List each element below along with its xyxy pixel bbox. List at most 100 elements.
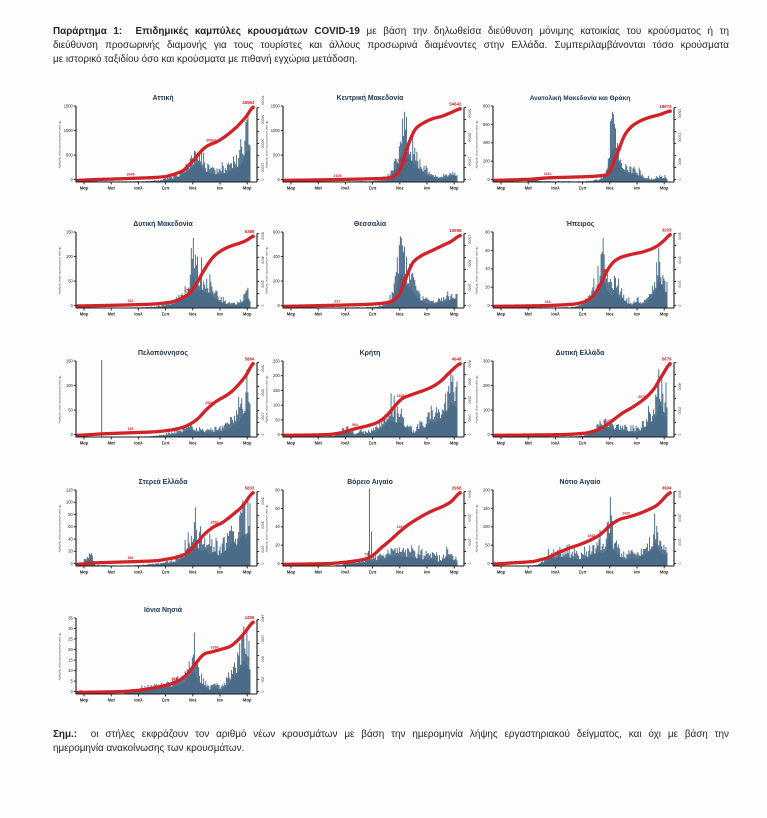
svg-text:Μαρ: Μαρ — [449, 312, 458, 317]
svg-text:0: 0 — [277, 432, 280, 437]
svg-text:600: 600 — [272, 229, 280, 234]
svg-text:1500: 1500 — [270, 103, 280, 108]
svg-text:Μαϊ: Μαϊ — [108, 312, 116, 317]
svg-text:Σεπ: Σεπ — [368, 312, 376, 317]
svg-text:Ιουλ: Ιουλ — [134, 698, 143, 703]
svg-text:20: 20 — [485, 285, 490, 290]
svg-text:Αριθμός νέων κρουσμάτων ανά ημ: Αριθμός νέων κρουσμάτων ανά ημ. — [264, 375, 268, 424]
svg-text:3000: 3000 — [260, 389, 264, 397]
svg-text:Κεντρική Μακεδονία: Κεντρική Μακεδονία — [336, 95, 404, 102]
svg-text:Ιαν: Ιαν — [217, 312, 224, 317]
svg-text:391: 391 — [171, 677, 177, 681]
svg-text:Ιαν: Ιαν — [217, 441, 224, 446]
svg-text:730: 730 — [364, 552, 370, 556]
svg-text:1000: 1000 — [64, 128, 74, 133]
svg-text:3904: 3904 — [661, 485, 671, 490]
svg-text:Αριθμός νέων κρουσμάτων ανά ημ: Αριθμός νέων κρουσμάτων ανά ημ. — [58, 503, 62, 552]
svg-text:Αριθμός νέων κρουσμάτων ανά ημ: Αριθμός νέων κρουσμάτων ανά ημ. — [58, 120, 62, 169]
svg-text:Σεπ: Σεπ — [368, 441, 376, 446]
svg-text:4000: 4000 — [467, 360, 471, 368]
svg-text:3000: 3000 — [467, 378, 471, 386]
svg-text:Μαρ: Μαρ — [80, 186, 89, 191]
svg-text:Νοε: Νοε — [396, 441, 404, 446]
svg-text:40: 40 — [68, 536, 73, 541]
svg-text:1111: 1111 — [543, 172, 550, 176]
svg-text:3000: 3000 — [677, 490, 681, 498]
svg-text:0: 0 — [467, 562, 471, 564]
svg-text:200: 200 — [482, 383, 490, 388]
svg-text:50000: 50000 — [467, 109, 471, 119]
svg-text:3000: 3000 — [677, 232, 681, 240]
svg-text:0: 0 — [677, 434, 681, 436]
svg-text:150: 150 — [482, 505, 490, 510]
svg-text:0: 0 — [260, 562, 264, 564]
svg-text:Ιαν: Ιαν — [424, 312, 431, 317]
svg-text:150: 150 — [66, 358, 74, 363]
svg-text:312: 312 — [128, 299, 134, 303]
svg-text:10000: 10000 — [677, 133, 681, 143]
svg-text:4000: 4000 — [260, 256, 264, 264]
svg-text:Μαϊ: Μαϊ — [314, 186, 322, 191]
svg-text:Ιουλ: Ιουλ — [551, 569, 560, 574]
svg-text:Αριθμός νέων κρουσμάτων ανά ημ: Αριθμός νέων κρουσμάτων ανά ημ. — [58, 375, 62, 424]
svg-text:4948: 4948 — [451, 357, 461, 362]
svg-text:Αριθμός νέων κρουσμάτων ανά ημ: Αριθμός νέων κρουσμάτων ανά ημ. — [474, 503, 478, 552]
svg-text:50: 50 — [68, 279, 73, 284]
svg-text:0: 0 — [467, 179, 471, 181]
svg-text:100: 100 — [66, 383, 74, 388]
svg-text:Μαϊ: Μαϊ — [524, 312, 532, 317]
svg-text:6386: 6386 — [245, 229, 255, 234]
svg-text:Νοε: Νοε — [189, 186, 197, 191]
svg-text:Μαρ: Μαρ — [449, 186, 458, 191]
svg-text:Ιαν: Ιαν — [424, 441, 431, 446]
svg-text:560: 560 — [352, 423, 358, 427]
svg-text:Μαρ: Μαρ — [449, 441, 458, 446]
svg-text:Νοε: Νοε — [396, 186, 404, 191]
svg-text:Μαρ: Μαρ — [80, 569, 89, 574]
svg-text:500: 500 — [272, 153, 280, 158]
svg-text:Μαρ: Μαρ — [659, 441, 668, 446]
svg-text:0: 0 — [260, 691, 264, 693]
svg-text:Ιουλ: Ιουλ — [341, 441, 350, 446]
svg-text:Μαρ: Μαρ — [496, 441, 505, 446]
svg-text:14023: 14023 — [397, 158, 407, 162]
svg-text:100: 100 — [272, 403, 280, 408]
svg-text:Ιουλ: Ιουλ — [341, 569, 350, 574]
svg-text:Αττική: Αττική — [152, 95, 173, 102]
svg-text:2000: 2000 — [677, 407, 681, 415]
svg-text:4000: 4000 — [677, 158, 681, 166]
svg-text:2000: 2000 — [467, 514, 471, 522]
svg-text:Ιουλ: Ιουλ — [134, 186, 143, 191]
svg-text:Νοε: Νοε — [606, 569, 614, 574]
svg-text:100: 100 — [66, 254, 74, 259]
svg-text:Μαϊ: Μαϊ — [314, 312, 322, 317]
svg-text:0: 0 — [277, 303, 280, 308]
svg-text:250: 250 — [272, 358, 280, 363]
svg-text:Μαϊ: Μαϊ — [108, 698, 116, 703]
svg-text:Ιαν: Ιαν — [424, 186, 431, 191]
svg-text:Ιαν: Ιαν — [634, 186, 641, 191]
svg-text:193: 193 — [128, 427, 134, 431]
svg-text:Ιαν: Ιαν — [634, 312, 641, 317]
svg-text:Δυτική Ελλάδα: Δυτική Ελλάδα — [555, 349, 605, 357]
svg-text:Βόρειο Αιγαίο: Βόρειο Αιγαίο — [347, 479, 393, 486]
svg-text:5: 5 — [71, 679, 74, 684]
svg-text:1400: 1400 — [260, 615, 264, 623]
svg-text:30000: 30000 — [260, 139, 264, 149]
svg-text:Νοε: Νοε — [189, 698, 197, 703]
svg-text:Πελοπόννησος: Πελοπόννησος — [138, 349, 188, 357]
svg-text:100: 100 — [482, 408, 490, 413]
svg-text:Ιουλ: Ιουλ — [134, 312, 143, 317]
svg-text:Σεπ: Σεπ — [162, 312, 170, 317]
svg-text:0: 0 — [677, 179, 681, 181]
svg-text:800: 800 — [482, 103, 490, 108]
svg-text:Μαρ: Μαρ — [286, 186, 295, 191]
svg-text:Ιουλ: Ιουλ — [551, 441, 560, 446]
svg-text:1544: 1544 — [587, 533, 595, 537]
svg-text:80: 80 — [68, 511, 73, 516]
svg-text:0: 0 — [277, 177, 280, 182]
svg-text:0: 0 — [71, 432, 74, 437]
svg-text:Σεπ: Σεπ — [578, 569, 586, 574]
svg-text:Ιαν: Ιαν — [217, 698, 224, 703]
svg-text:150: 150 — [272, 388, 280, 393]
